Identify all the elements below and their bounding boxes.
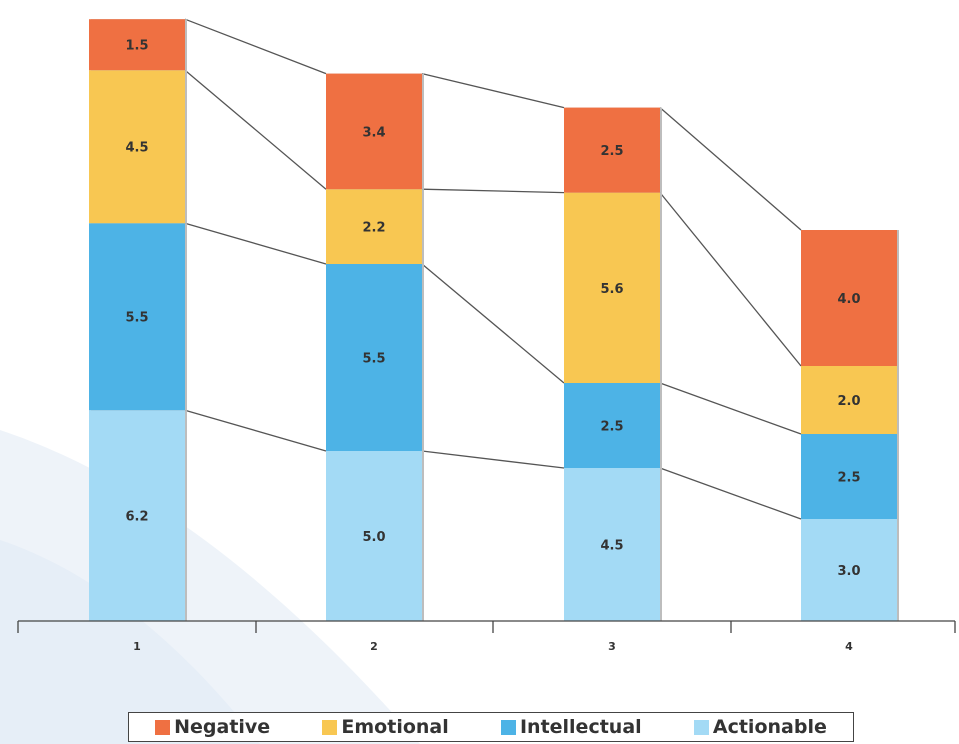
legend-item: Emotional: [322, 716, 449, 738]
data-label: 3.4: [362, 125, 385, 140]
bars: [89, 19, 899, 621]
data-label: 5.6: [600, 282, 623, 297]
data-label: 2.5: [600, 420, 623, 435]
connector-line: [421, 263, 565, 384]
x-tick-label: 2: [370, 640, 378, 653]
connector-line: [421, 450, 565, 469]
legend-label: Actionable: [712, 716, 827, 738]
bar-segment: [89, 19, 185, 71]
data-label: 2.0: [837, 394, 860, 409]
bar-segment: [326, 189, 422, 264]
bar-segment: [801, 366, 897, 434]
data-label: 5.5: [362, 352, 385, 367]
bar-segment: [89, 223, 185, 411]
legend-swatch: [155, 719, 171, 735]
chart-legend: Negative Emotional Intellectual Actionable: [128, 712, 854, 742]
legend-label: Intellectual: [519, 716, 642, 738]
bar-segment: [326, 73, 422, 190]
data-label: 2.5: [600, 144, 623, 159]
bar-segment: [564, 383, 660, 468]
data-label: 4.0: [837, 292, 860, 307]
connector-line: [659, 192, 802, 367]
x-axis: 1 2 3 4: [17, 620, 956, 653]
bar-segment: [326, 451, 422, 621]
bar-segment: [564, 192, 660, 383]
bar-segment: [326, 264, 422, 451]
connector-lines: [184, 18, 802, 520]
connector-line: [184, 69, 327, 190]
data-label: 6.2: [125, 510, 148, 525]
connector-line: [421, 188, 565, 194]
connector-line: [659, 382, 802, 435]
data-label: 2.2: [362, 221, 385, 236]
bar-segment: [801, 230, 897, 366]
bar-segment: [89, 410, 185, 621]
data-label: 3.0: [837, 564, 860, 579]
legend-label: Negative: [174, 716, 271, 738]
value-labels: 6.2 5.0 4.5 3.0 5.5 5.5 2.5 2.5 4.5 2.2 5.6 2.0 1.5 3…: [125, 39, 860, 579]
bar-segment: [564, 468, 660, 621]
legend-swatch: [500, 719, 516, 735]
legend-item: Actionable: [693, 716, 827, 738]
connector-line: [184, 18, 327, 75]
data-label: 1.5: [125, 39, 148, 54]
legend-swatch: [693, 719, 709, 735]
data-label: 5.0: [362, 530, 385, 545]
connector-line: [421, 72, 565, 109]
bar-segment: [801, 519, 897, 621]
data-label: 4.5: [600, 539, 623, 554]
legend-item: Negative: [155, 716, 270, 738]
connector-line: [184, 409, 327, 452]
legend-swatch: [322, 719, 338, 735]
data-label: 4.5: [125, 141, 148, 156]
bar-segment: [564, 107, 660, 193]
x-tick-label: 3: [608, 640, 616, 653]
data-label: 2.5: [837, 471, 860, 486]
legend-label: Emotional: [341, 716, 449, 738]
stacked-bar-chart: 6.2 5.0 4.5 3.0 5.5 5.5 2.5 2.5 4.5 2.2 5.6 2.0 1.5 3…: [17, 18, 956, 653]
connector-line: [659, 107, 802, 231]
x-tick-label: 1: [133, 640, 141, 653]
bar-segment: [801, 434, 897, 519]
data-label: 5.5: [125, 311, 148, 326]
connector-line: [659, 467, 802, 520]
bar-segment: [89, 70, 185, 224]
legend-item: Intellectual: [500, 716, 642, 738]
x-tick-label: 4: [845, 640, 853, 653]
connector-line: [184, 222, 327, 265]
